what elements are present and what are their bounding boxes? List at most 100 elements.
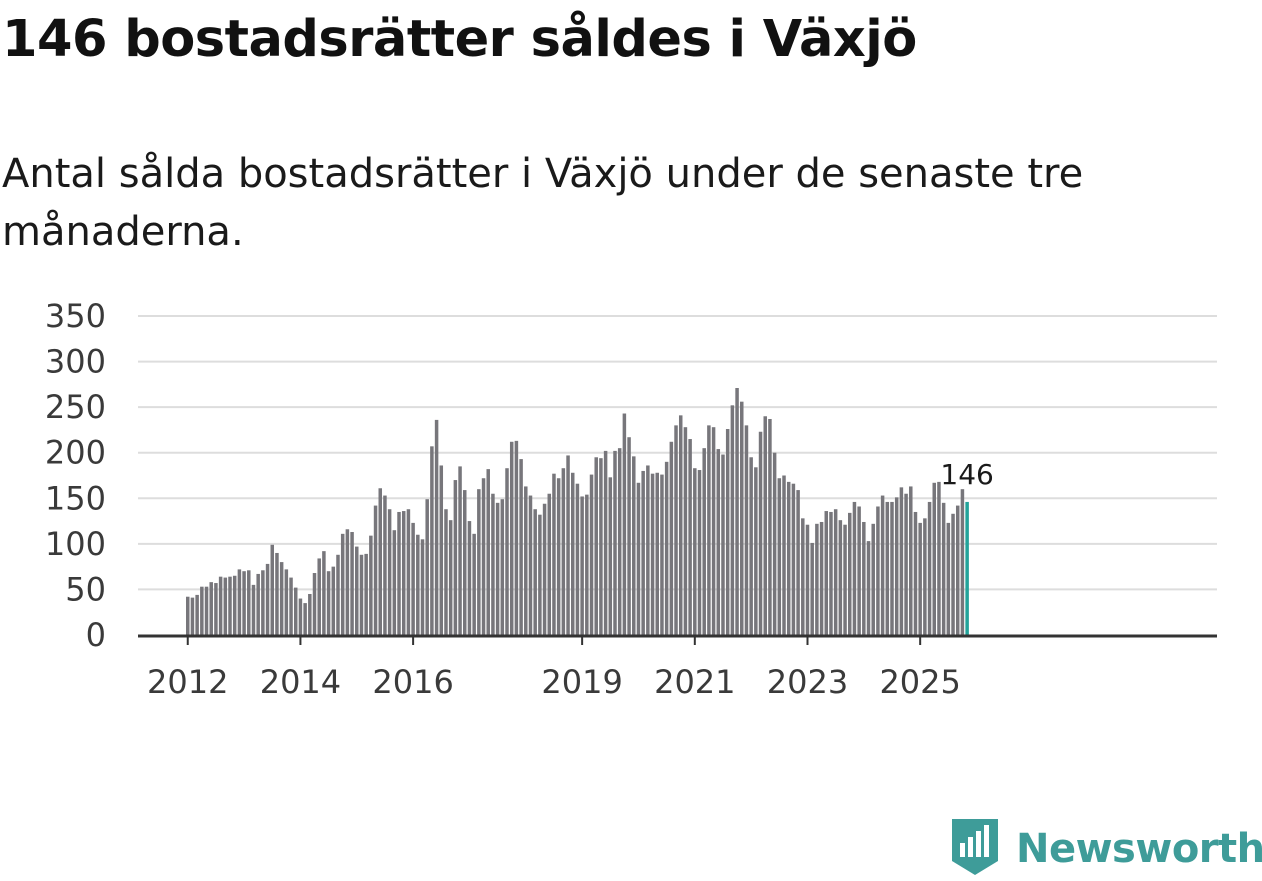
bar: [322, 551, 326, 635]
bar: [674, 425, 678, 635]
bar: [617, 448, 622, 635]
bar: [430, 446, 434, 635]
bar: [829, 511, 833, 635]
bar: [463, 490, 467, 635]
bar: [819, 521, 824, 635]
bar: [697, 470, 702, 635]
bar: [880, 495, 885, 635]
x-tick-label: 2014: [260, 663, 341, 701]
bar: [721, 454, 725, 635]
bar: [848, 512, 852, 635]
bar: [862, 521, 866, 635]
bar: [331, 566, 336, 635]
bar: [425, 499, 429, 635]
bar: [650, 473, 655, 635]
bar: [871, 523, 875, 635]
bar: [406, 509, 411, 635]
bar: [317, 558, 321, 635]
x-tick-label: 2021: [654, 663, 735, 701]
bar: [707, 425, 711, 635]
bar: [505, 468, 509, 635]
bar: [293, 587, 298, 635]
bar: [270, 544, 275, 635]
bar: [589, 474, 594, 635]
bar: [575, 483, 580, 635]
bar: [228, 576, 232, 635]
bar: [242, 571, 246, 635]
bar: [237, 569, 242, 635]
bar: [772, 452, 777, 635]
bar: [401, 511, 406, 635]
bar: [453, 480, 458, 635]
bar: [655, 472, 659, 635]
y-tick-label: 350: [45, 297, 106, 335]
bar: [815, 523, 819, 635]
bar: [608, 477, 613, 635]
chart-subtitle: Antal sålda bostadsrätter i Växjö under …: [2, 151, 1084, 255]
bar: [491, 493, 495, 635]
bar: [387, 509, 392, 635]
bar: [289, 577, 293, 635]
bar: [838, 520, 843, 635]
bar: [716, 449, 721, 635]
bar: [885, 501, 890, 635]
bar: [251, 584, 256, 635]
bar: [777, 478, 782, 635]
bar: [256, 573, 260, 635]
bar: [524, 486, 528, 635]
bar: [345, 529, 350, 635]
bar: [340, 533, 345, 635]
bar: [641, 470, 645, 635]
bar: [603, 450, 608, 635]
y-tick-label: 150: [45, 479, 106, 517]
data-labels: 146: [940, 458, 993, 491]
bar: [495, 502, 500, 635]
bar: [683, 427, 688, 635]
bar: [730, 405, 735, 635]
bar: [791, 483, 796, 635]
bar: [275, 552, 279, 635]
bar: [200, 586, 204, 635]
bar: [599, 458, 603, 635]
bar: [392, 530, 397, 635]
bar: [204, 586, 209, 635]
y-tick-label: 300: [45, 343, 106, 381]
bar: [932, 482, 936, 635]
bar: [960, 489, 965, 635]
bar: [397, 511, 401, 635]
bar: [232, 575, 237, 635]
bar: [477, 489, 481, 635]
bar: [693, 468, 697, 635]
bar: [758, 431, 763, 635]
bar: [636, 482, 641, 635]
bar: [556, 478, 561, 635]
bar: [303, 603, 307, 635]
bar: [279, 562, 284, 635]
bar: [448, 520, 453, 635]
bar: [678, 415, 683, 635]
bar: [941, 502, 946, 635]
bar: [782, 475, 786, 635]
bar: [899, 487, 904, 635]
bar: [669, 441, 674, 635]
bar: [195, 594, 199, 635]
bar: [538, 514, 542, 635]
bar: [843, 524, 847, 635]
bar: [894, 497, 899, 635]
bar: [660, 474, 664, 635]
bar: [214, 583, 218, 635]
newsworthy-chart-icon: [950, 817, 1000, 881]
bar: [918, 522, 922, 635]
bar: [909, 486, 913, 635]
bar: [364, 553, 368, 635]
logo-text: Newsworthy: [1016, 826, 1262, 872]
bar: [744, 425, 749, 635]
bar: [481, 478, 486, 635]
bar: [749, 457, 753, 635]
x-tick-label: 2025: [879, 663, 960, 701]
x-tick-label: 2012: [147, 663, 228, 701]
bar: [369, 535, 373, 635]
bar: [702, 448, 706, 635]
bar: [923, 518, 927, 635]
bar: [486, 469, 490, 635]
